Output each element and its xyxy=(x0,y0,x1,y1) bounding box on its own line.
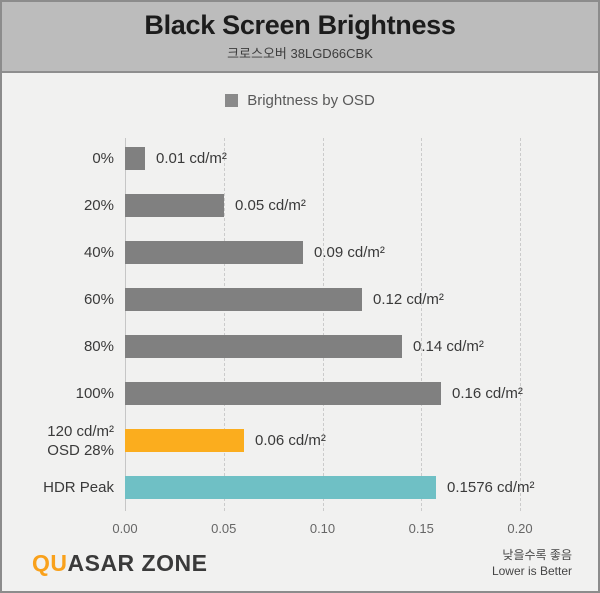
bar-area: 0.14 cd/m² xyxy=(125,335,598,358)
value-label: 0.05 cd/m² xyxy=(235,197,306,214)
category-label: HDR Peak xyxy=(2,478,125,497)
bar-area: 0.01 cd/m² xyxy=(125,147,598,170)
bar xyxy=(125,147,145,170)
axis-tick-label: 0.05 xyxy=(211,521,237,536)
quasarzone-logo: QUASAR ZONE xyxy=(32,550,207,577)
value-label: 0.06 cd/m² xyxy=(255,432,326,449)
bar xyxy=(125,335,402,358)
category-label-line1: 120 cd/m² xyxy=(47,422,114,440)
category-label-line1: HDR Peak xyxy=(43,479,114,496)
category-label-line2: OSD 28% xyxy=(47,441,114,459)
category-label: 40% xyxy=(2,243,125,262)
bar-area: 0.1576 cd/m² xyxy=(125,476,598,499)
legend-square-icon xyxy=(225,93,239,107)
bar xyxy=(125,382,441,405)
bar-row: 80% 0.14 cd/m² xyxy=(2,323,598,370)
bar-row: 100% 0.16 cd/m² xyxy=(2,370,598,417)
value-label: 0.12 cd/m² xyxy=(373,291,444,308)
axis-tick-label: 0.10 xyxy=(309,521,336,536)
category-label-line1: 60% xyxy=(83,291,114,308)
footer-note-english: Lower is Better xyxy=(491,564,572,578)
value-label: 0.01 cd/m² xyxy=(156,150,227,167)
bar-row: 0% 0.01 cd/m² xyxy=(2,135,598,182)
axis-tick-label: 0.00 xyxy=(112,521,138,536)
logo-rest: ASAR ZONE xyxy=(67,549,208,576)
category-label: 60% xyxy=(2,290,125,309)
bar-area: 0.12 cd/m² xyxy=(125,288,598,311)
category-label: 80% xyxy=(2,337,125,356)
legend-label: Brightness by OSD xyxy=(247,91,375,109)
category-label: 0% xyxy=(2,149,125,168)
value-label: 0.09 cd/m² xyxy=(314,244,385,261)
gridline xyxy=(322,138,324,511)
bar-area: 0.05 cd/m² xyxy=(125,194,598,217)
bar-chart: 0% 0.01 cd/m² 20% 0.05 cd/m² 40% 0.09 cd/m² 60… xyxy=(2,135,598,543)
chart-title: Black Screen Brightness xyxy=(144,10,456,40)
category-label-line1: 0% xyxy=(92,150,114,167)
category-label-line1: 80% xyxy=(83,338,114,355)
bar xyxy=(125,288,362,311)
axis-tick-label: 0.15 xyxy=(408,521,434,536)
bar xyxy=(125,241,303,264)
chart-header: Black Screen Brightness 크로스오버 38LGD66CBK xyxy=(2,2,598,73)
bar-row: 120 cd/m² OSD 28% 0.06 cd/m² xyxy=(2,417,598,464)
bar-row: 60% 0.12 cd/m² xyxy=(2,276,598,323)
bar-row: 40% 0.09 cd/m² xyxy=(2,229,598,276)
chart-subtitle: 크로스오버 38LGD66CBK xyxy=(227,46,373,61)
gridline xyxy=(520,138,521,511)
category-label-line1: 100% xyxy=(75,385,114,402)
x-axis: 0.00 0.05 0.10 0.15 0.20 xyxy=(2,517,598,543)
value-label: 0.16 cd/m² xyxy=(452,385,523,402)
bar-area: 0.16 cd/m² xyxy=(125,382,598,405)
category-label-line1: 40% xyxy=(83,244,114,261)
gridline xyxy=(421,138,423,511)
category-label: 100% xyxy=(2,384,125,403)
logo-accent: QU xyxy=(32,549,68,576)
bar-row: HDR Peak 0.1576 cd/m² xyxy=(2,464,598,511)
category-label: 120 cd/m² OSD 28% xyxy=(2,422,125,460)
gridlines xyxy=(125,138,521,511)
bar-rows: 0% 0.01 cd/m² 20% 0.05 cd/m² 40% 0.09 cd/m² 60… xyxy=(2,135,598,511)
bar-row: 20% 0.05 cd/m² xyxy=(2,182,598,229)
bar-area: 0.06 cd/m² xyxy=(125,429,598,452)
axis-zero-line xyxy=(125,138,126,511)
bar xyxy=(125,476,436,499)
category-label-line1: 20% xyxy=(83,197,114,214)
axis-tick-label: 0.20 xyxy=(507,521,533,536)
bar-area: 0.09 cd/m² xyxy=(125,241,598,264)
footer: QUASAR ZONE 낮을수록 좋음 Lower is Better xyxy=(2,539,598,591)
bar xyxy=(125,194,224,217)
gridline xyxy=(223,138,225,511)
value-label: 0.14 cd/m² xyxy=(413,338,484,355)
category-label: 20% xyxy=(2,196,125,215)
bar xyxy=(125,429,244,452)
value-label: 0.1576 cd/m² xyxy=(447,479,535,496)
legend: Brightness by OSD xyxy=(2,90,598,110)
footer-note: 낮을수록 좋음 Lower is Better xyxy=(492,547,572,579)
footer-note-korean: 낮을수록 좋음 xyxy=(502,548,572,562)
